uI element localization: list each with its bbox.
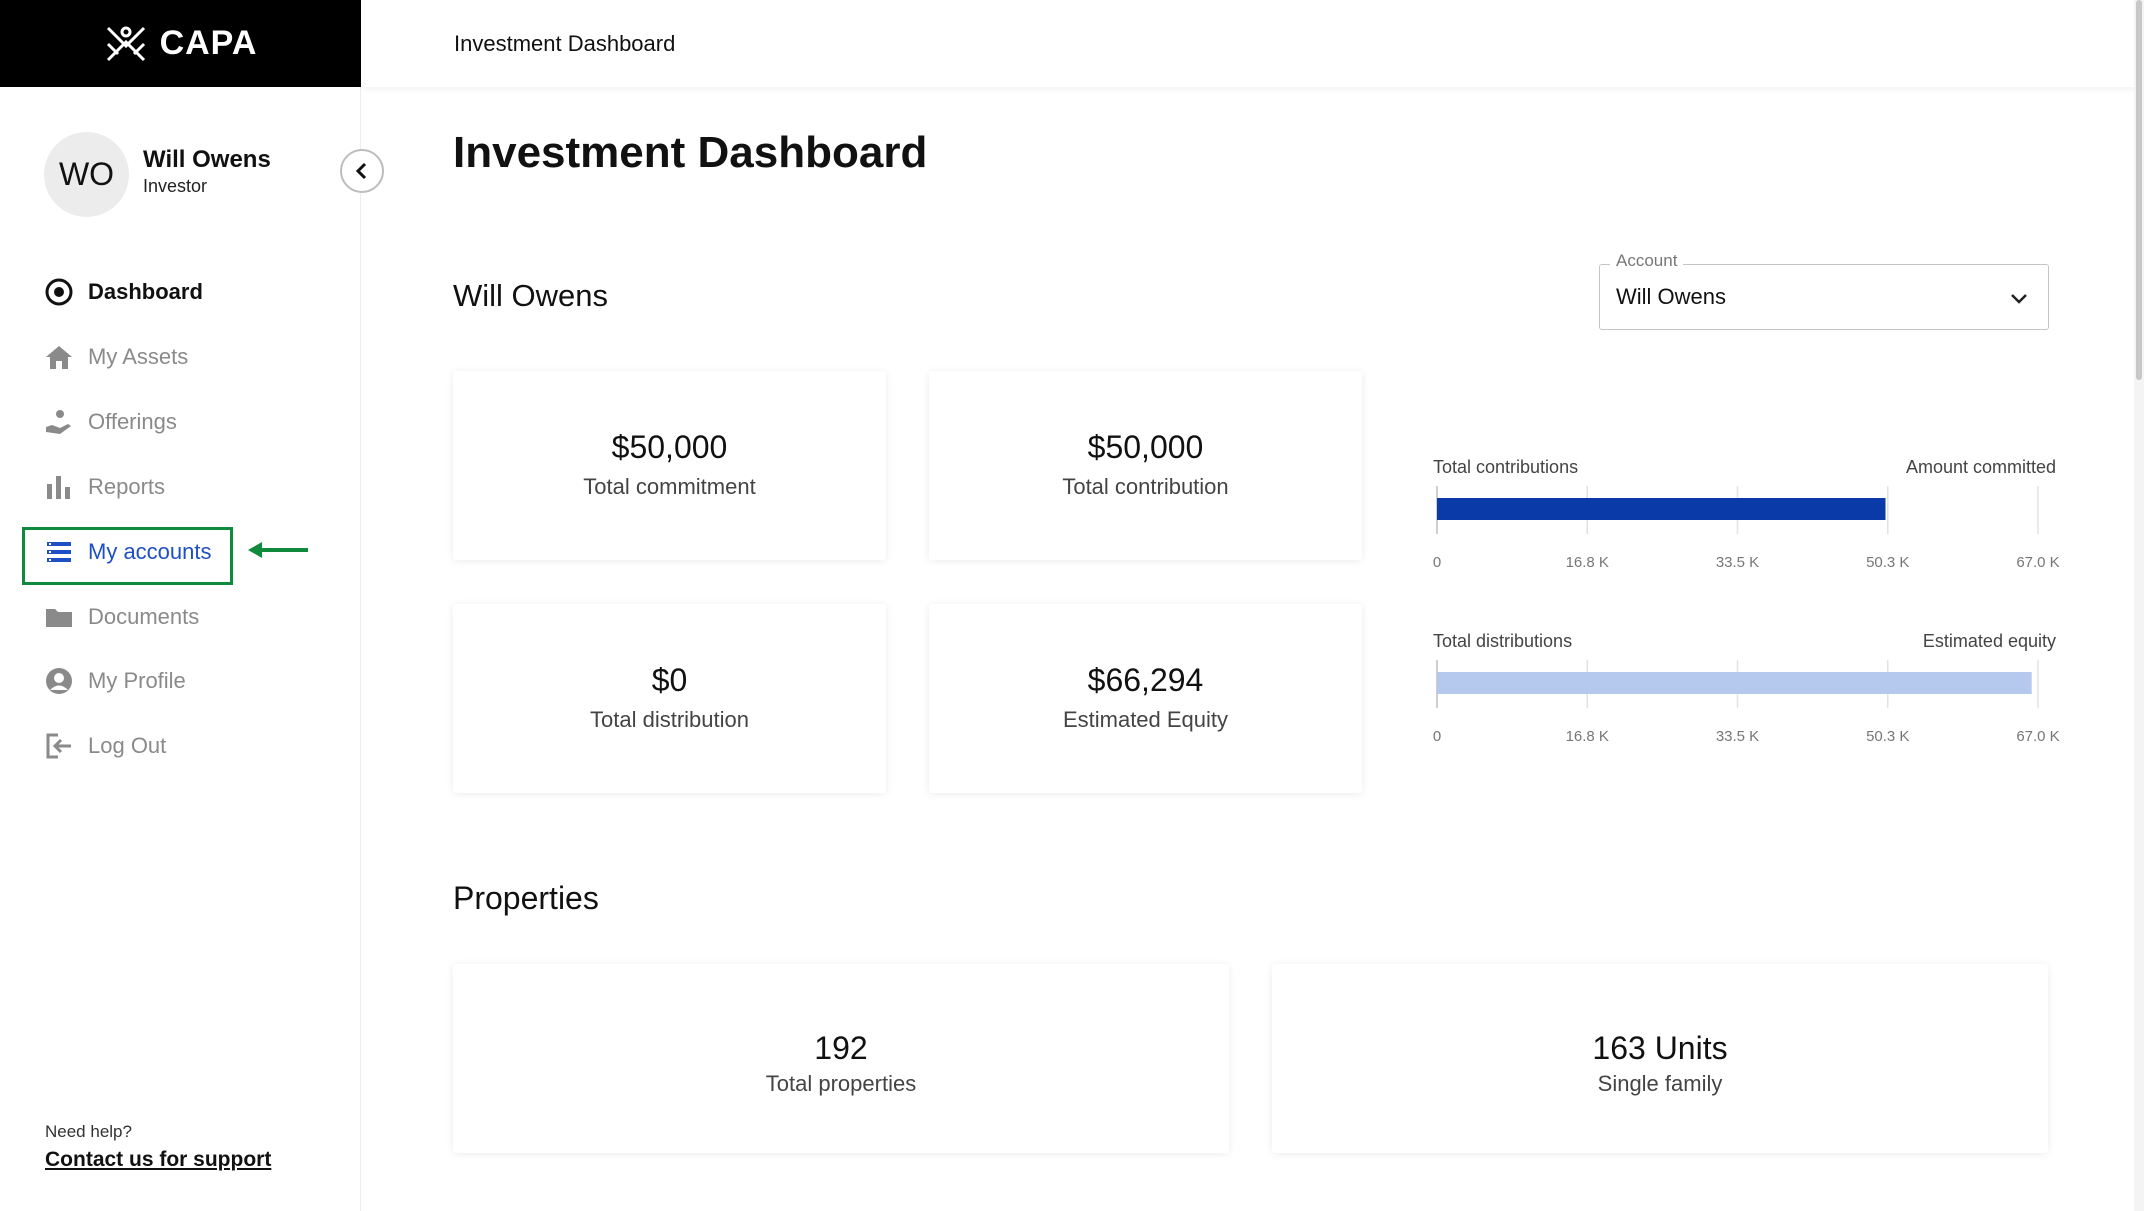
- estimated-equity-card: $66,294 Estimated Equity: [929, 604, 1362, 793]
- tick-label: 0: [1433, 554, 1441, 571]
- bar-left-label: Total distributions: [1433, 631, 1572, 651]
- card-label: Single family: [1597, 1071, 1723, 1096]
- card-value: $66,294: [1087, 662, 1204, 698]
- annotation-highlight-box: [22, 527, 233, 585]
- card-value: $50,000: [1087, 429, 1204, 465]
- top-bar: Investment Dashboard: [361, 0, 2144, 87]
- help-section: Need help? Contact us for support: [45, 1122, 271, 1172]
- logout-icon: [44, 731, 74, 761]
- tick-label: 67.0 K: [2016, 728, 2059, 745]
- sidebar-item-label: My accounts: [88, 539, 212, 564]
- sidebar-item-my-assets[interactable]: My Assets: [44, 337, 188, 377]
- sidebar-item-my-accounts[interactable]: My accounts: [44, 532, 212, 572]
- sidebar-item-label: Log Out: [88, 733, 167, 758]
- tick-label: 33.5 K: [1716, 728, 1759, 745]
- scrollbar[interactable]: [2134, 0, 2144, 1211]
- card-value: $0: [651, 662, 688, 698]
- target-icon: [44, 277, 74, 307]
- total-distribution-card: $0 Total distribution: [453, 604, 886, 793]
- total-contribution-card: $50,000 Total contribution: [929, 371, 1362, 560]
- tick-label: 50.3 K: [1866, 728, 1909, 745]
- scrollbar-thumb[interactable]: [2136, 0, 2142, 380]
- home-icon: [44, 342, 74, 372]
- sidebar-item-label: My Assets: [88, 344, 189, 369]
- sidebar-item-log-out[interactable]: Log Out: [44, 726, 166, 766]
- user-role: Investor: [143, 176, 208, 196]
- card-value: 163 Units: [1592, 1030, 1728, 1066]
- investment-bar-charts: 0 16.8 K 33.5 K 50.3 K 67.0 K Total contribut…: [1433, 457, 2060, 745]
- tick-label: 16.8 K: [1566, 554, 1609, 571]
- topbar-title: Investment Dashboard: [454, 31, 676, 56]
- capa-logo-icon: [106, 26, 145, 61]
- card-label: Total properties: [765, 1071, 917, 1096]
- tick-label: 16.8 K: [1566, 728, 1609, 745]
- bar-right-label: Amount committed: [1906, 457, 2056, 477]
- brand-name: CAPA: [159, 24, 258, 62]
- card-label: Total contribution: [1062, 474, 1229, 499]
- sidebar: CAPA WO Will Owens Investor Dashboard My …: [0, 0, 361, 1211]
- card-value: $50,000: [611, 429, 728, 465]
- user-circle-icon: [44, 666, 74, 696]
- folder-icon: [44, 602, 74, 632]
- sidebar-item-label: Reports: [88, 474, 166, 499]
- user-profile: WO Will Owens Investor: [44, 132, 364, 218]
- bar-left-label: Total contributions: [1433, 457, 1578, 477]
- total-properties-card: 192 Total properties: [453, 964, 1229, 1153]
- list-icon: [44, 537, 74, 567]
- card-value: 192: [814, 1030, 868, 1066]
- avatar[interactable]: WO: [44, 132, 129, 217]
- bar-chart-icon: [44, 472, 74, 502]
- card-label: Total commitment: [583, 474, 756, 499]
- sidebar-item-label: My Profile: [88, 668, 186, 693]
- sidebar-item-label: Dashboard: [88, 279, 203, 304]
- tick-label: 33.5 K: [1716, 554, 1759, 571]
- single-family-card: 163 Units Single family: [1272, 964, 2048, 1153]
- total-commitment-card: $50,000 Total commitment: [453, 371, 886, 560]
- help-label: Need help?: [45, 1122, 132, 1141]
- sidebar-item-label: Offerings: [88, 409, 177, 434]
- user-name: Will Owens: [143, 146, 271, 173]
- tick-label: 50.3 K: [1866, 554, 1909, 571]
- sidebar-item-my-profile[interactable]: My Profile: [44, 661, 186, 701]
- sidebar-item-label: Documents: [88, 604, 200, 629]
- account-select[interactable]: Account Will Owens: [1599, 251, 2049, 330]
- bar: [1437, 672, 2032, 694]
- page-title: Investment Dashboard: [453, 128, 928, 177]
- tick-label: 0: [1433, 728, 1441, 745]
- logo-bar[interactable]: CAPA: [0, 0, 361, 87]
- investor-name: Will Owens: [453, 278, 609, 313]
- sidebar-item-documents[interactable]: Documents: [44, 597, 199, 637]
- account-select-label: Account: [1610, 251, 1684, 271]
- tick-label: 67.0 K: [2016, 554, 2059, 571]
- hand-coin-icon: [44, 407, 74, 437]
- card-label: Total distribution: [590, 707, 749, 732]
- annotation-arrow-icon: [248, 542, 308, 558]
- account-select-value: Will Owens: [1616, 284, 1727, 309]
- chevron-down-icon: [2011, 294, 2027, 304]
- card-label: Estimated Equity: [1062, 707, 1229, 732]
- chevron-left-icon: [355, 162, 367, 180]
- contact-support-link[interactable]: Contact us for support: [45, 1148, 272, 1171]
- sidebar-item-reports[interactable]: Reports: [44, 467, 165, 507]
- properties-title: Properties: [453, 880, 599, 916]
- collapse-sidebar-button[interactable]: [340, 149, 384, 193]
- sidebar-item-dashboard[interactable]: Dashboard: [44, 272, 203, 312]
- bar-right-label: Estimated equity: [1923, 631, 2056, 651]
- sidebar-item-offerings[interactable]: Offerings: [44, 402, 177, 442]
- bar: [1437, 498, 1886, 520]
